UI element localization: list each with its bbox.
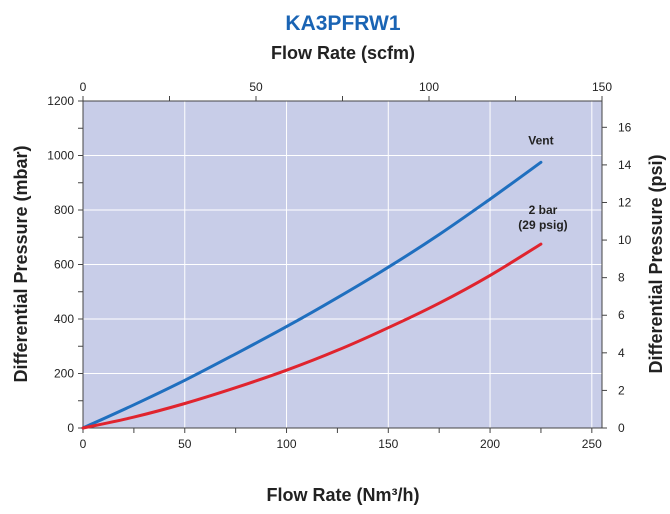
y-tick-label: 0 <box>67 421 74 435</box>
top-x-tick-label: 100 <box>419 80 439 94</box>
y-tick-label: 600 <box>54 258 74 272</box>
x-tick-label: 50 <box>178 437 192 451</box>
right-y-tick-label: 14 <box>618 158 632 172</box>
series-line-1 <box>81 242 543 430</box>
right-y-axis-label: Differential Pressure (psi) <box>646 154 666 373</box>
top-x-tick-label: 150 <box>592 80 612 94</box>
right-y-tick-label: 6 <box>618 308 625 322</box>
annotation-label: 2 bar <box>529 203 558 217</box>
x-tick-label: 100 <box>277 437 297 451</box>
top-x-tick-label: 50 <box>249 80 263 94</box>
x-axis-label: Flow Rate (Nm³/h) <box>267 485 420 505</box>
x-tick-label: 250 <box>582 437 602 451</box>
y-tick-label: 1200 <box>47 94 74 108</box>
chart-title: KA3PFRW1 <box>285 12 400 35</box>
series-line-0 <box>81 160 543 430</box>
series-lines <box>81 160 543 430</box>
y-axis-label: Differential Pressure (mbar) <box>11 145 31 382</box>
y-tick-label: 1000 <box>47 149 74 163</box>
top-x-tick-label: 0 <box>80 80 87 94</box>
right-y-tick-label: 12 <box>618 195 632 209</box>
right-y-tick-label: 2 <box>618 383 625 397</box>
y-tick-label: 200 <box>54 367 74 381</box>
x-tick-label: 200 <box>480 437 500 451</box>
grid-lines <box>83 101 602 428</box>
x-tick-label: 150 <box>378 437 398 451</box>
y-tick-label: 800 <box>54 203 74 217</box>
annotation-label: (29 psig) <box>518 218 567 232</box>
right-y-tick-label: 16 <box>618 120 632 134</box>
right-y-tick-label: 10 <box>618 233 632 247</box>
top-x-axis-label: Flow Rate (scfm) <box>271 43 415 63</box>
annotation-label: Vent <box>528 134 553 148</box>
right-y-tick-label: 0 <box>618 421 625 435</box>
x-tick-label: 0 <box>80 437 87 451</box>
right-y-tick-label: 4 <box>618 346 625 360</box>
annotations: Vent 2 bar(29 psig) <box>518 134 567 232</box>
y-tick-label: 400 <box>54 312 74 326</box>
right-y-tick-label: 8 <box>618 271 625 285</box>
